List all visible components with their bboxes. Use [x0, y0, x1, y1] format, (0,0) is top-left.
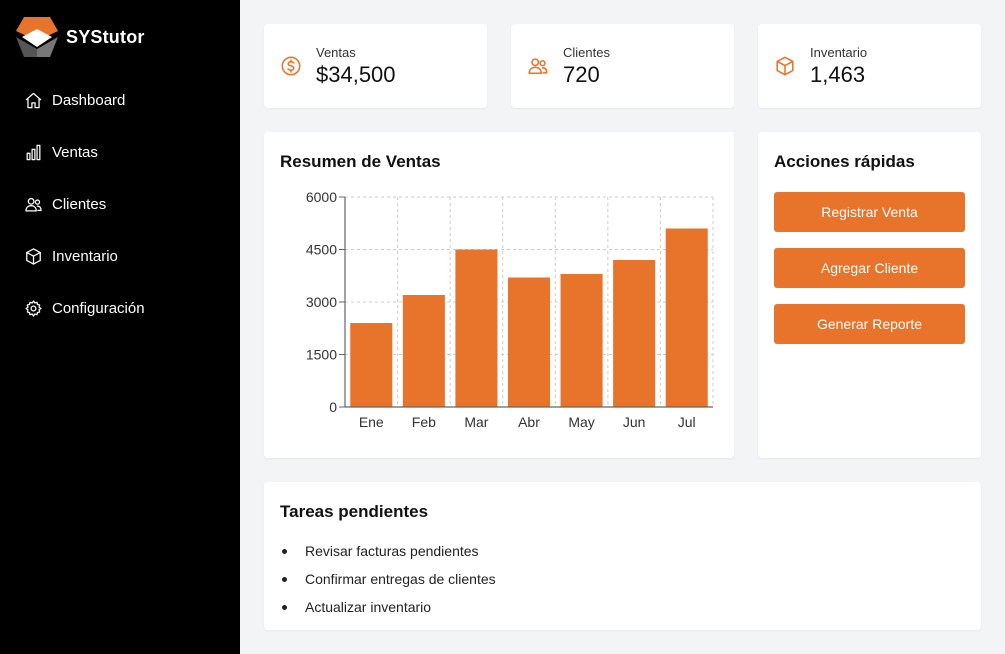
sales-summary-title: Resumen de Ventas	[280, 152, 441, 171]
sidebar-item-label: Ventas	[52, 143, 98, 161]
stat-value: $34,500	[316, 61, 396, 87]
bar-mar	[455, 249, 498, 407]
agregar-cliente-button[interactable]: Agregar Cliente	[774, 248, 965, 288]
sidebar-item-label: Configuración	[52, 299, 145, 317]
stat-card-ventas: Ventas $34,500	[264, 24, 487, 108]
gear-icon	[25, 299, 42, 317]
sidebar-item-label: Dashboard	[52, 91, 126, 109]
stat-text: Ventas $34,500	[316, 45, 396, 88]
generar-reporte-button[interactable]: Generar Reporte	[774, 304, 965, 344]
x-tick-label: Ene	[359, 414, 384, 430]
stat-label: Inventario	[810, 44, 868, 60]
x-tick-label: May	[568, 414, 594, 430]
stat-text: Inventario 1,463	[810, 45, 867, 88]
list-item: Actualizar inventario	[280, 593, 496, 621]
y-tick-label: 6000	[306, 189, 337, 205]
list-item: Revisar facturas pendientes	[280, 537, 496, 565]
dollar-icon	[281, 56, 301, 76]
pending-tasks-title: Tareas pendientes	[280, 502, 429, 521]
sidebar-item-label: Inventario	[52, 247, 118, 265]
users-icon	[528, 58, 548, 75]
quick-actions-card: Acciones rápidas Registrar Venta Agregar…	[758, 132, 981, 458]
bar-ene	[350, 323, 393, 407]
pending-tasks-card: Tareas pendientes Revisar facturas pendi…	[264, 482, 981, 630]
x-tick-label: Mar	[464, 414, 488, 430]
app-name: SYStutor	[66, 26, 145, 47]
x-tick-label: Abr	[518, 414, 540, 430]
registrar-venta-button[interactable]: Registrar Venta	[774, 192, 965, 232]
sidebar: SYStutor Dashboard Ventas Clientes Inven…	[0, 0, 240, 654]
stat-value: 720	[563, 61, 600, 87]
stat-value: 1,463	[810, 61, 866, 87]
sales-summary-card: Resumen de Ventas 0 1500 3000 4500 6000 Ene Fe…	[264, 132, 734, 458]
bar-chart-icon	[26, 144, 41, 160]
sidebar-item-label: Clientes	[52, 195, 107, 213]
sidebar-nav: Dashboard Ventas Clientes Inventario Con…	[0, 86, 240, 346]
sidebar-item-configuracion[interactable]: Configuración	[0, 294, 240, 322]
x-tick-label: Jun	[623, 414, 646, 430]
stat-card-inventario: Inventario 1,463	[758, 24, 981, 108]
bar-abr	[507, 277, 551, 407]
bar-jun	[613, 260, 656, 407]
bar-jul	[665, 228, 708, 407]
stat-text: Clientes 720	[563, 45, 610, 88]
brand[interactable]: SYStutor	[16, 17, 145, 57]
sidebar-item-clientes[interactable]: Clientes	[0, 190, 240, 218]
stat-label: Ventas	[316, 44, 356, 60]
sidebar-item-ventas[interactable]: Ventas	[0, 138, 240, 166]
x-tick-label: Jul	[678, 414, 696, 430]
users-icon	[25, 197, 42, 211]
sidebar-item-inventario[interactable]: Inventario	[0, 242, 240, 270]
y-tick-label: 3000	[306, 294, 337, 310]
quick-actions-title: Acciones rápidas	[774, 152, 915, 171]
y-tick-label: 0	[329, 399, 337, 415]
y-tick-label: 1500	[306, 347, 337, 363]
logo-icon	[16, 17, 58, 57]
bar-may	[560, 274, 603, 407]
box-icon	[26, 247, 41, 265]
stat-label: Clientes	[563, 44, 610, 60]
list-item: Confirmar entregas de clientes	[280, 565, 496, 593]
sidebar-item-dashboard[interactable]: Dashboard	[0, 86, 240, 114]
home-icon	[25, 92, 42, 108]
y-tick-label: 4500	[306, 242, 337, 258]
x-tick-label: Feb	[412, 414, 436, 430]
task-list: Revisar facturas pendientes Confirmar en…	[280, 537, 496, 621]
bar-feb	[402, 295, 445, 407]
box-icon	[776, 56, 794, 76]
sales-bar-chart: 0 1500 3000 4500 6000 Ene Feb Mar Abr May Jun Jul	[306, 189, 714, 430]
stat-card-clientes: Clientes 720	[511, 24, 734, 108]
